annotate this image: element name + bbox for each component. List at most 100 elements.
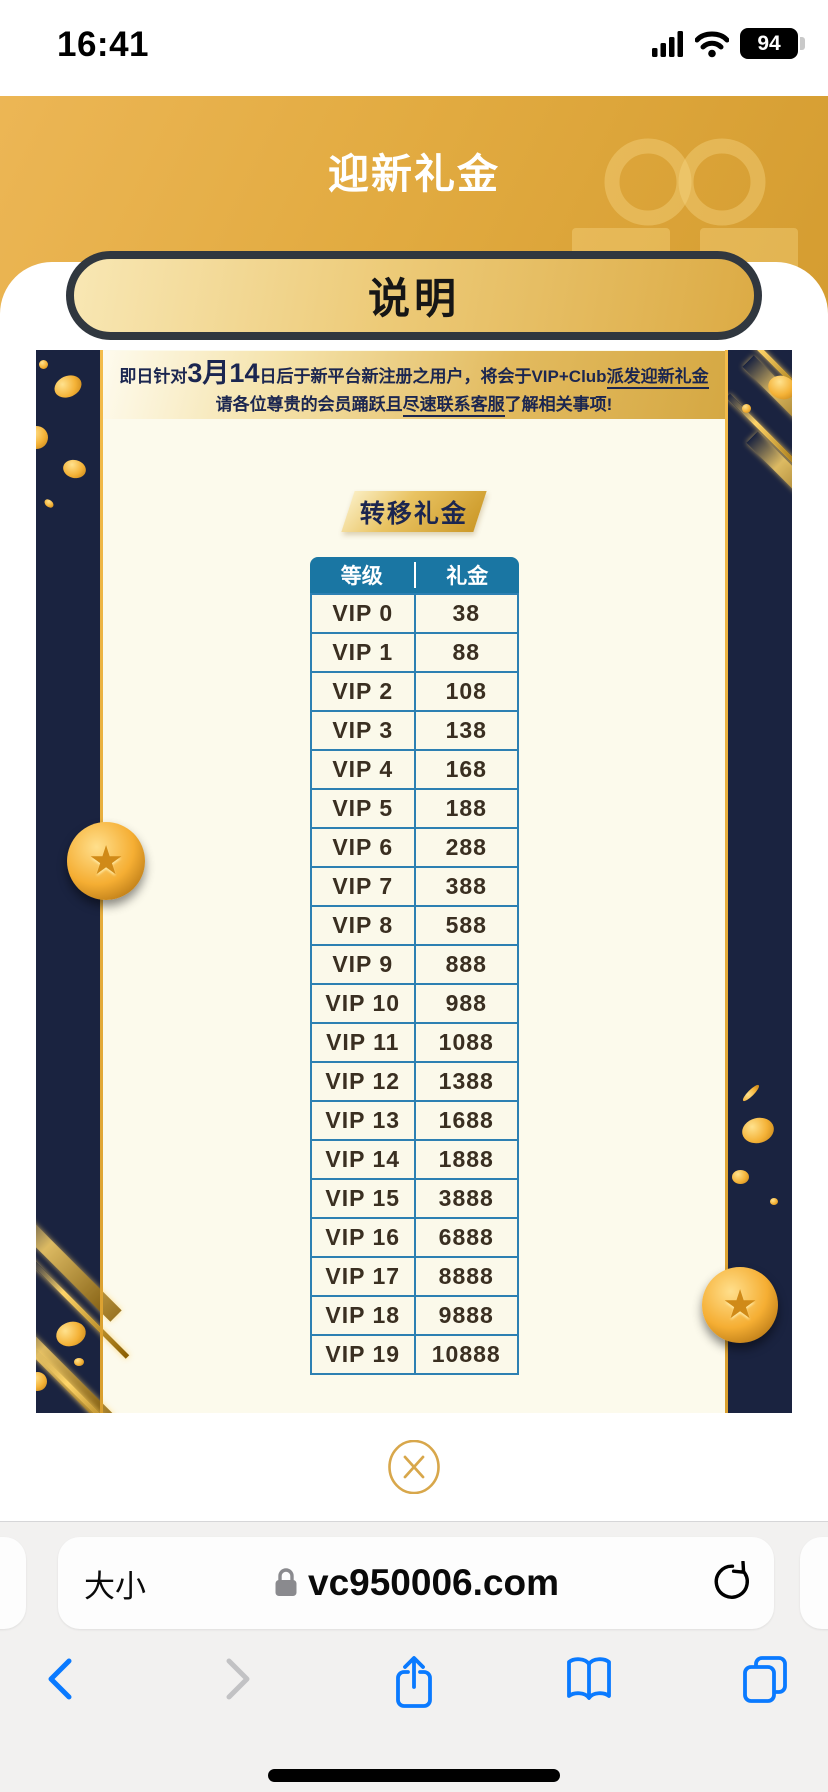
lock-icon [275,1568,297,1596]
cell-bonus: 1688 [438,1107,494,1133]
table-header: 等级 礼金 [310,557,519,593]
cell-level: VIP 17 [312,1258,416,1295]
reload-icon[interactable] [710,1561,752,1605]
cell-level: VIP 11 [312,1024,416,1061]
table-row: VIP 7 388 [310,866,519,907]
url-bar[interactable]: 大小 vc950006.com [58,1537,774,1629]
table-row: VIP 15 3888 [310,1178,519,1219]
coin-icon [39,360,48,369]
explain-button[interactable]: 说明 [66,251,762,340]
cell-bonus: 188 [445,795,487,821]
bookmarks-button[interactable] [563,1654,615,1706]
cell-bonus: 88 [452,639,481,665]
cell-level: VIP 7 [312,868,416,905]
coin-icon [61,457,88,481]
cell-level: VIP 1 [312,634,416,671]
page-title: 迎新礼金 [328,151,500,197]
wifi-icon [695,31,729,57]
table-row: VIP 16 6888 [310,1217,519,1258]
notice-banner: 即日针对3月14日后于新平台新注册之用户，将会于VIP+Club派发迎新礼金 请… [103,351,725,419]
tab-peek-right[interactable] [800,1537,828,1629]
table-row: VIP 1 88 [310,632,519,673]
star-coin-icon [67,822,145,900]
table-row: VIP 18 9888 [310,1295,519,1336]
cell-level: VIP 18 [312,1297,416,1334]
cell-bonus: 288 [445,834,487,860]
coin-icon [53,1317,89,1351]
tab-peek-left[interactable] [0,1537,26,1629]
status-icons: 94 [652,28,805,59]
table-row: VIP 13 1688 [310,1100,519,1141]
text-size-button[interactable]: 大小 [84,1568,146,1604]
cell-level: VIP 8 [312,907,416,944]
coin-icon [742,404,751,413]
promo-image: 即日针对3月14日后于新平台新注册之用户，将会于VIP+Club派发迎新礼金 请… [36,350,792,1413]
cell-bonus: 8888 [438,1263,494,1289]
close-circle-icon [388,1439,440,1495]
status-bar: 16:41 94 [0,0,828,96]
back-icon [48,1658,72,1699]
cell-bonus: 138 [445,717,487,743]
share-icon [396,1656,432,1708]
column-header-level: 等级 [340,565,383,588]
cell-level: VIP 12 [312,1063,416,1100]
cellular-signal-icon [652,30,683,57]
share-button[interactable] [388,1654,440,1708]
coin-icon [42,497,56,510]
coin-icon [36,426,48,449]
cell-bonus: 38 [452,600,481,626]
coin-icon [74,1358,84,1366]
star-coin-icon [702,1267,778,1343]
cell-bonus: 168 [445,756,487,782]
table-row: VIP 6 288 [310,827,519,868]
cell-bonus: 1888 [438,1146,494,1172]
coin-icon [50,371,86,402]
coin-icon [739,1114,777,1147]
table-row: VIP 12 1388 [310,1061,519,1102]
cell-level: VIP 3 [312,712,416,749]
home-indicator[interactable] [268,1769,560,1782]
url-display: vc950006.com [58,1562,774,1604]
back-button[interactable] [34,1654,86,1706]
cell-level: VIP 4 [312,751,416,788]
notice-line-2: 请各位尊贵的会员踊跃且尽速联系客服了解相关事项! [103,392,725,418]
table-row: VIP 2 108 [310,671,519,712]
status-time: 16:41 [57,25,150,64]
cell-bonus: 588 [445,912,487,938]
tabs-button[interactable] [739,1654,791,1706]
table-row: VIP 3 138 [310,710,519,751]
header-divider [413,562,416,588]
table-row: VIP 19 10888 [310,1334,519,1375]
forward-button[interactable] [212,1654,264,1706]
cell-level: VIP 0 [312,595,416,632]
vip-table-rows: VIP 0 38 VIP 1 88 VIP 2 108 VIP 3 138 VIP 4 168 VI… [310,593,519,1375]
cell-bonus: 888 [445,951,487,977]
gold-divider-line [725,350,728,1413]
close-button[interactable] [387,1439,441,1495]
tabs-icon [743,1656,787,1703]
cell-level: VIP 16 [312,1219,416,1256]
section-banner: 转移礼金 [341,491,487,532]
table-row: VIP 14 1888 [310,1139,519,1180]
battery-icon: 94 [740,28,805,59]
table-row: VIP 11 1088 [310,1022,519,1063]
safari-bottom-bar: 大小 vc950006.com [0,1521,828,1792]
cell-level: VIP 6 [312,829,416,866]
forward-icon [226,1658,250,1699]
battery-percent: 94 [757,31,781,55]
table-row: VIP 17 8888 [310,1256,519,1297]
cell-bonus: 988 [445,990,487,1016]
cell-bonus: 388 [445,873,487,899]
table-row: VIP 10 988 [310,983,519,1024]
coin-icon [770,1198,778,1205]
cell-bonus: 1088 [438,1029,494,1055]
cell-bonus: 1388 [438,1068,494,1094]
cell-bonus: 108 [445,678,487,704]
table-row: VIP 5 188 [310,788,519,829]
url-text: vc950006.com [308,1562,559,1603]
section-banner-label: 转移礼金 [359,499,468,528]
coin-icon [741,1083,761,1103]
cell-level: VIP 13 [312,1102,416,1139]
bookmarks-icon [567,1657,611,1700]
table-row: VIP 0 38 [310,593,519,634]
